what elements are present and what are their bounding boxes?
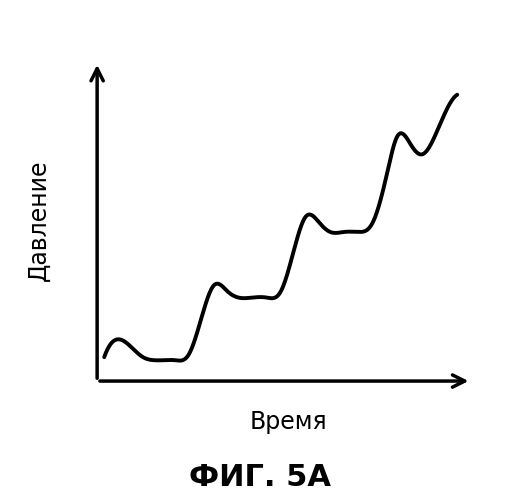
Text: Давление: Давление bbox=[27, 159, 51, 281]
Text: ФИГ. 5А: ФИГ. 5А bbox=[189, 463, 331, 492]
Text: Время: Время bbox=[250, 410, 328, 434]
